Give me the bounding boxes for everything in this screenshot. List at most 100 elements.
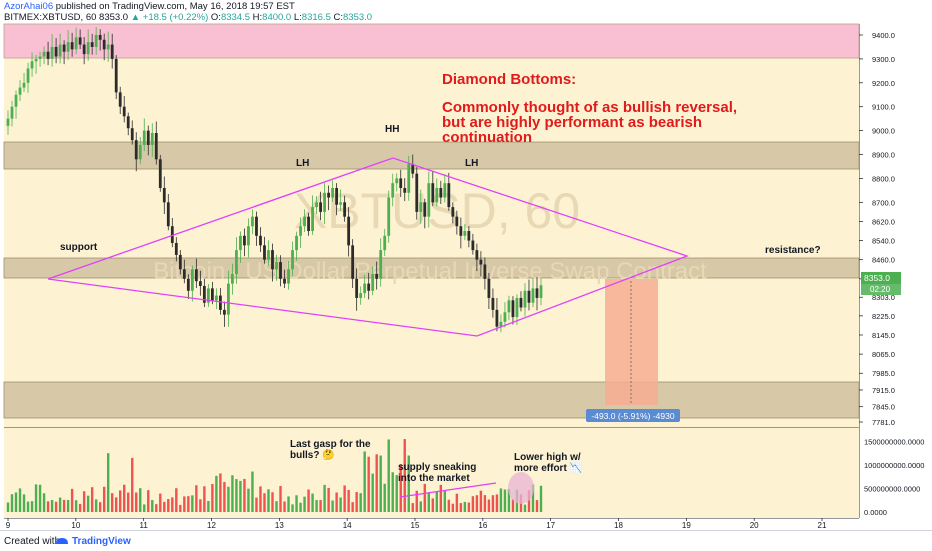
support-zone-bottom[interactable]	[3, 381, 860, 419]
candle-body	[102, 39, 106, 50]
created-with-text: Created with	[4, 536, 61, 547]
candle-body	[275, 262, 278, 270]
price-tick-label: 7985.0	[872, 369, 895, 378]
vol-note-2a[interactable]: supply sneaking	[398, 462, 476, 473]
candle-body	[283, 278, 286, 284]
price-tick-label: 7915.0	[872, 386, 895, 395]
candle-body	[367, 283, 371, 291]
symbol-label[interactable]: BITMEX:XBTUSD, 60	[4, 12, 97, 23]
candle-body	[379, 250, 383, 279]
author-link[interactable]: AzorAhai06	[4, 1, 54, 12]
time-tick-label: 16	[478, 521, 487, 530]
volume-pane-bg	[4, 428, 859, 518]
volume-bar	[251, 471, 254, 512]
candle-body	[443, 183, 447, 198]
volume-bar	[110, 493, 114, 512]
volume-bar	[159, 493, 162, 512]
candle-body	[507, 300, 511, 313]
volume-bar	[291, 504, 294, 512]
candle-body	[10, 106, 14, 119]
candle-body	[455, 216, 459, 227]
resistance-zone-mid[interactable]	[3, 141, 860, 170]
support-zone[interactable]	[3, 257, 860, 279]
candle-body	[186, 278, 190, 291]
time-tick-label: 17	[546, 521, 555, 530]
vol-note-3b[interactable]: more effort 📉	[514, 461, 582, 474]
candle-body	[214, 295, 218, 301]
candle-body	[419, 202, 423, 212]
candle-body	[427, 183, 431, 217]
candle-body	[391, 183, 395, 198]
label-support[interactable]: support	[60, 242, 98, 253]
volume-bar	[123, 484, 126, 512]
volume-bar	[495, 494, 499, 512]
volume-bar	[179, 504, 182, 512]
candle-body	[459, 226, 463, 236]
volume-bar	[363, 451, 366, 512]
candle-body	[198, 281, 202, 286]
volume-bar	[423, 483, 426, 512]
change-value: +18.5 (+0.22%)	[142, 12, 209, 23]
volume-bar	[259, 486, 262, 512]
low-value: 8316.5	[301, 12, 331, 23]
volume-bar	[86, 495, 90, 512]
diamond-pattern[interactable]	[47, 157, 689, 337]
annotation-title[interactable]: Diamond Bottoms:	[442, 71, 576, 88]
candle-body	[34, 58, 38, 62]
volume-bar	[419, 501, 422, 512]
chart-canvas[interactable]: XBTUSD, 60 Bitcoin / US Dollar Perpetual…	[0, 0, 932, 530]
candle-body	[174, 242, 178, 255]
candle-body	[142, 130, 146, 145]
volume-bar	[78, 503, 82, 512]
volume-trendline[interactable]	[399, 482, 497, 498]
volume-bar	[10, 494, 14, 512]
label-hh[interactable]: HH	[385, 124, 399, 135]
label-lh-left[interactable]: LH	[296, 158, 309, 169]
tradingview-brand[interactable]: TradingView	[72, 536, 131, 547]
vol-note-1b[interactable]: bulls? 🤔	[290, 449, 335, 461]
volume-bar	[167, 499, 170, 512]
price-axis[interactable]: 9400.0 9300.0 9200.0 9100.0 9000.0 8900.0 8800…	[859, 31, 895, 427]
candle-body	[407, 164, 411, 193]
candle-body	[295, 235, 298, 251]
resistance-zone-top[interactable]	[3, 23, 860, 59]
candle-body	[355, 278, 359, 298]
volume-bars-group	[6, 439, 543, 512]
volume-highlight[interactable]	[508, 472, 534, 504]
candle-body	[235, 250, 238, 275]
volume-bar	[235, 479, 238, 512]
volume-bar	[467, 502, 471, 512]
candle-body	[206, 288, 210, 303]
candle-body	[194, 269, 198, 282]
label-lh-right[interactable]: LH	[465, 158, 478, 169]
volume-bar	[98, 502, 102, 512]
annotation-body-2[interactable]: but are highly performant as bearish	[442, 114, 702, 131]
volume-bar	[387, 439, 390, 512]
vol-note-2b[interactable]: into the market	[398, 473, 470, 484]
annotation-body-1[interactable]: Commonly thought of as bullish reversal,	[442, 99, 737, 116]
price-tick-label: 9200.0	[872, 79, 895, 88]
candle-body	[14, 94, 18, 107]
volume-bar	[367, 456, 370, 512]
candle-body	[383, 235, 387, 251]
vol-note-3a[interactable]: Lower high w/	[514, 452, 581, 463]
label-resistance[interactable]: resistance?	[765, 245, 821, 256]
high-value: 8400.0	[262, 12, 292, 23]
time-axis[interactable]: 9 10 11 12 13 14 15 16 17 18 19 20 21	[6, 518, 827, 530]
volume-bar	[62, 499, 66, 512]
candle-body	[499, 321, 503, 327]
volume-tick-label: 1500000000.0000	[864, 437, 924, 446]
volume-bar	[94, 499, 98, 512]
candle-body	[415, 173, 419, 212]
candle-body	[363, 283, 367, 294]
volume-bar	[523, 504, 527, 512]
candle-body	[303, 216, 306, 227]
annotation-body-3[interactable]: continuation	[442, 129, 532, 146]
volume-bar	[491, 495, 495, 512]
volume-bar	[199, 499, 202, 512]
volume-bar	[287, 496, 290, 512]
volume-bar	[395, 475, 398, 512]
volume-bar	[315, 500, 318, 512]
vol-note-1a[interactable]: Last gasp for the	[290, 439, 371, 450]
volume-axis[interactable]: 1500000000.0000 1000000000.0000 500000000.…	[864, 437, 924, 517]
